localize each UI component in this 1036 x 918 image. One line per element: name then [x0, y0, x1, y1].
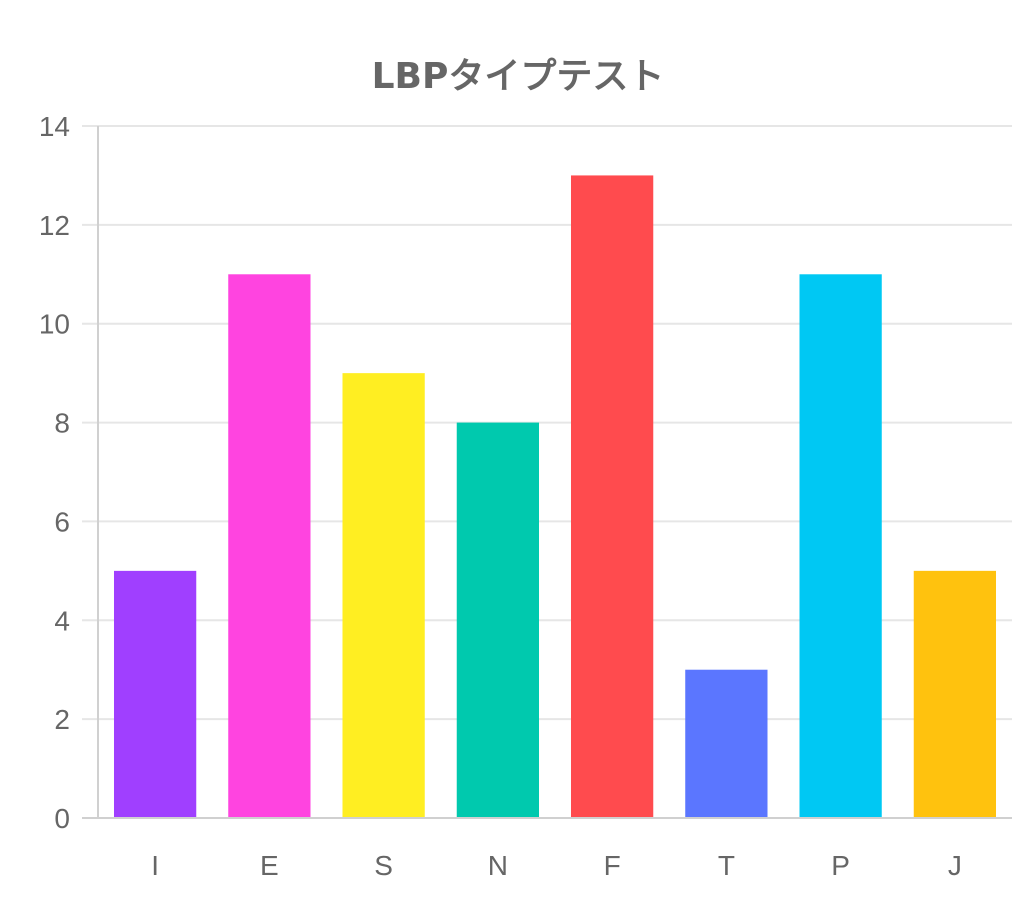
- y-tick-label: 12: [39, 210, 70, 241]
- bar-T: [685, 669, 768, 818]
- x-tick-label: T: [718, 850, 735, 881]
- x-tick-label: E: [260, 850, 279, 881]
- y-axis-ticks: 0 2 4 6 8 10 12 14: [39, 111, 70, 834]
- bars-layer: [113, 175, 997, 818]
- bar-P: [799, 274, 882, 818]
- y-tick-label: 14: [39, 111, 70, 142]
- y-tick-label: 0: [54, 803, 70, 834]
- y-tick-label: 6: [54, 506, 70, 537]
- bar-F: [570, 175, 654, 818]
- x-tick-label: I: [151, 850, 159, 881]
- x-tick-label: N: [488, 850, 508, 881]
- bar-I: [113, 570, 197, 818]
- chart-title: LBPタイプテスト: [372, 56, 665, 97]
- bar-N: [456, 422, 540, 818]
- y-tick-label: 2: [54, 704, 70, 735]
- x-tick-label: S: [374, 850, 393, 881]
- bar-E: [228, 274, 311, 818]
- y-tick-label: 10: [39, 309, 70, 340]
- y-tick-label: 4: [54, 605, 70, 636]
- bar-S: [342, 373, 425, 818]
- x-tick-label: F: [604, 850, 621, 881]
- y-tick-label: 8: [54, 408, 70, 439]
- x-tick-label: J: [948, 850, 962, 881]
- axis-layer: [82, 126, 1012, 819]
- x-tick-label: P: [831, 850, 850, 881]
- bar-J: [913, 570, 997, 818]
